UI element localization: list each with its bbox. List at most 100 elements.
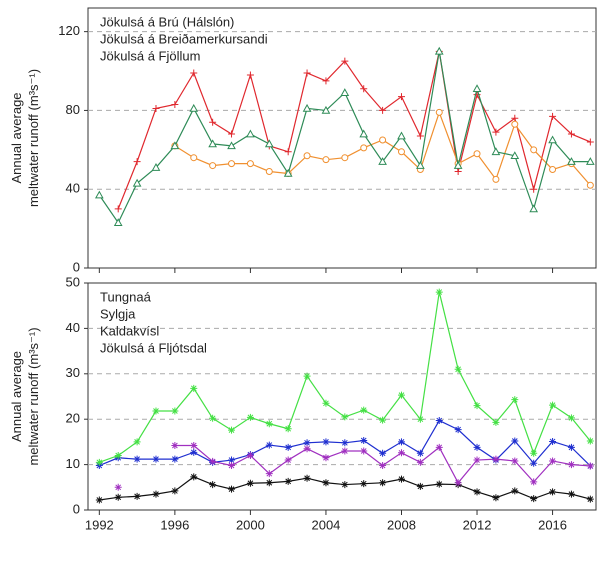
marker bbox=[511, 120, 519, 128]
series-line bbox=[98, 51, 591, 224]
marker bbox=[322, 156, 330, 164]
marker bbox=[133, 158, 141, 166]
x-tick-label: 1992 bbox=[85, 517, 114, 532]
marker bbox=[170, 141, 180, 150]
marker bbox=[341, 447, 349, 455]
marker bbox=[416, 482, 424, 490]
marker bbox=[171, 442, 179, 450]
marker bbox=[190, 154, 198, 162]
marker bbox=[265, 420, 273, 428]
marker bbox=[341, 481, 349, 489]
marker bbox=[435, 288, 443, 296]
marker bbox=[208, 139, 217, 148]
legend-label: Sylgja bbox=[100, 306, 136, 321]
y-tick-label: 30 bbox=[66, 365, 80, 380]
marker bbox=[303, 439, 311, 447]
legend-label: Jökulsá á Fljótsdal bbox=[100, 340, 207, 355]
marker bbox=[549, 437, 557, 445]
marker bbox=[359, 129, 369, 138]
y-tick-label: 80 bbox=[66, 102, 80, 117]
marker bbox=[133, 438, 141, 446]
x-tick-label: 2008 bbox=[387, 517, 416, 532]
marker bbox=[434, 46, 444, 55]
marker bbox=[95, 496, 103, 504]
marker bbox=[303, 152, 311, 160]
marker bbox=[360, 85, 368, 93]
marker bbox=[283, 168, 293, 177]
marker bbox=[246, 160, 254, 168]
marker bbox=[228, 160, 236, 168]
y-axis-label-line: meltwater runoff (m³s⁻¹) bbox=[26, 69, 41, 207]
marker bbox=[132, 178, 142, 187]
marker bbox=[454, 167, 462, 175]
marker bbox=[303, 474, 311, 482]
marker bbox=[567, 414, 575, 422]
marker bbox=[529, 204, 539, 213]
marker bbox=[284, 443, 292, 451]
marker bbox=[152, 104, 160, 112]
marker bbox=[209, 457, 217, 465]
legend-label: Jökulsá á Brú (Hálslón) bbox=[100, 14, 234, 29]
y-tick-label: 40 bbox=[66, 181, 80, 196]
marker bbox=[397, 449, 405, 457]
marker bbox=[302, 103, 312, 112]
marker bbox=[530, 449, 538, 457]
marker bbox=[492, 128, 500, 136]
marker bbox=[322, 479, 330, 487]
marker bbox=[265, 167, 273, 175]
marker bbox=[567, 157, 576, 165]
marker bbox=[586, 181, 594, 189]
marker bbox=[151, 163, 161, 171]
marker bbox=[510, 151, 520, 160]
marker bbox=[491, 147, 501, 156]
marker bbox=[586, 437, 594, 445]
marker bbox=[360, 480, 368, 488]
marker bbox=[511, 487, 519, 495]
marker bbox=[511, 114, 519, 122]
marker bbox=[435, 443, 443, 451]
marker bbox=[548, 135, 557, 144]
marker bbox=[586, 462, 594, 470]
marker bbox=[94, 190, 104, 199]
marker bbox=[360, 406, 368, 414]
marker bbox=[246, 71, 254, 79]
marker bbox=[171, 101, 179, 109]
marker bbox=[190, 384, 198, 392]
x-tick-label: 2012 bbox=[463, 517, 492, 532]
marker bbox=[416, 449, 424, 457]
legend-label: Tungnaá bbox=[100, 289, 152, 304]
marker bbox=[303, 445, 311, 453]
y-tick-label: 10 bbox=[66, 456, 80, 471]
marker bbox=[549, 112, 557, 120]
marker bbox=[228, 130, 236, 138]
marker bbox=[492, 175, 500, 183]
marker bbox=[322, 454, 330, 462]
marker bbox=[152, 490, 160, 498]
marker bbox=[567, 443, 575, 451]
marker bbox=[322, 399, 330, 407]
y-axis-label-line: Annual average bbox=[9, 351, 24, 442]
marker bbox=[397, 391, 405, 399]
marker bbox=[454, 365, 462, 373]
marker bbox=[189, 103, 199, 112]
marker bbox=[190, 69, 198, 77]
marker bbox=[473, 402, 481, 410]
marker bbox=[416, 161, 425, 169]
y-tick-label: 120 bbox=[58, 23, 80, 38]
marker bbox=[586, 495, 594, 503]
marker bbox=[360, 144, 368, 152]
marker bbox=[360, 437, 368, 445]
marker bbox=[492, 494, 500, 502]
x-tick-label: 1996 bbox=[160, 517, 189, 532]
marker bbox=[228, 456, 236, 464]
marker bbox=[321, 105, 331, 114]
marker bbox=[549, 166, 557, 174]
marker bbox=[454, 479, 462, 487]
marker bbox=[190, 473, 198, 481]
marker bbox=[549, 401, 557, 409]
marker bbox=[586, 138, 594, 146]
marker bbox=[567, 130, 575, 138]
legend-label: Kaldakvísl bbox=[100, 323, 159, 338]
marker bbox=[322, 438, 330, 446]
